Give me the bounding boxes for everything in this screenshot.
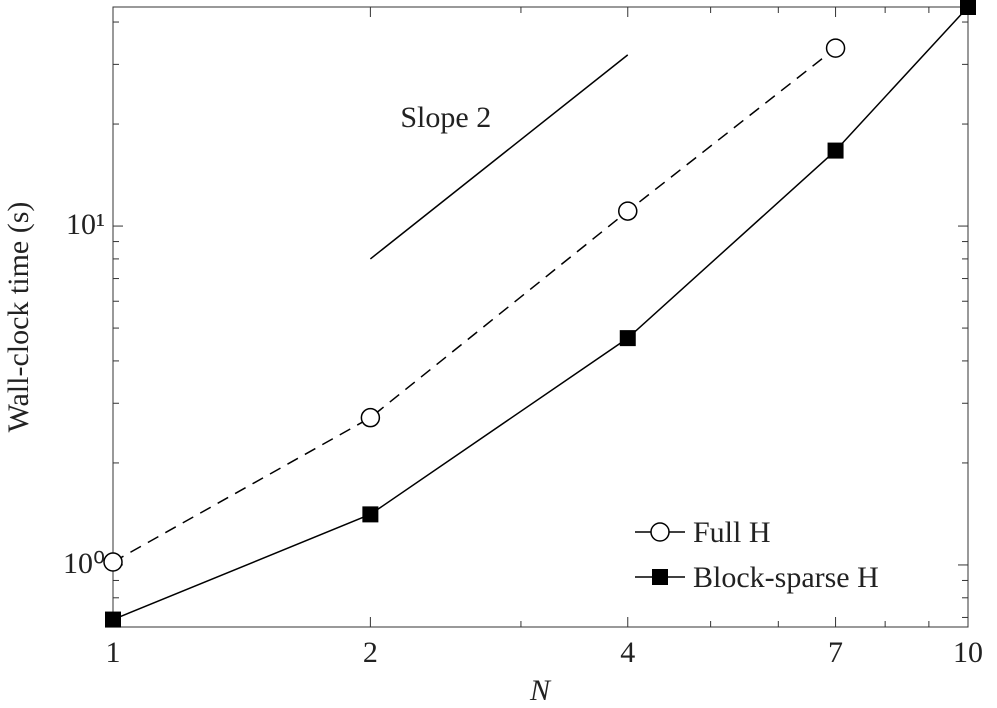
reference-label: Slope 2 xyxy=(400,101,491,134)
legend-marker xyxy=(650,522,670,542)
x-tick-label: 10 xyxy=(953,636,983,669)
series-line xyxy=(112,6,969,621)
y-tick-label: 10¹ xyxy=(66,208,105,241)
data-point xyxy=(103,552,123,572)
data-point xyxy=(825,38,846,58)
data-point xyxy=(360,407,381,428)
x-tick-label: 1 xyxy=(106,636,121,669)
x-axis-label: N xyxy=(529,674,552,707)
data-point xyxy=(619,330,636,347)
data-point xyxy=(618,201,638,221)
y-axis-label: Wall-clock time (s) xyxy=(2,202,35,433)
data-point xyxy=(105,611,121,628)
data-point xyxy=(960,0,976,15)
x-tick-label: 7 xyxy=(828,636,843,669)
plot-frame xyxy=(112,6,969,628)
legend-label: Full H xyxy=(693,516,771,549)
x-tick-label: 2 xyxy=(363,636,378,669)
y-tick-label: 10⁰ xyxy=(63,547,105,580)
data-point xyxy=(827,142,844,159)
x-tick-label: 4 xyxy=(620,636,635,669)
data-point xyxy=(362,506,379,523)
legend-label: Block-sparse H xyxy=(693,561,879,594)
series-line xyxy=(112,47,837,563)
reference-line xyxy=(369,54,629,260)
legend-marker xyxy=(652,569,668,585)
